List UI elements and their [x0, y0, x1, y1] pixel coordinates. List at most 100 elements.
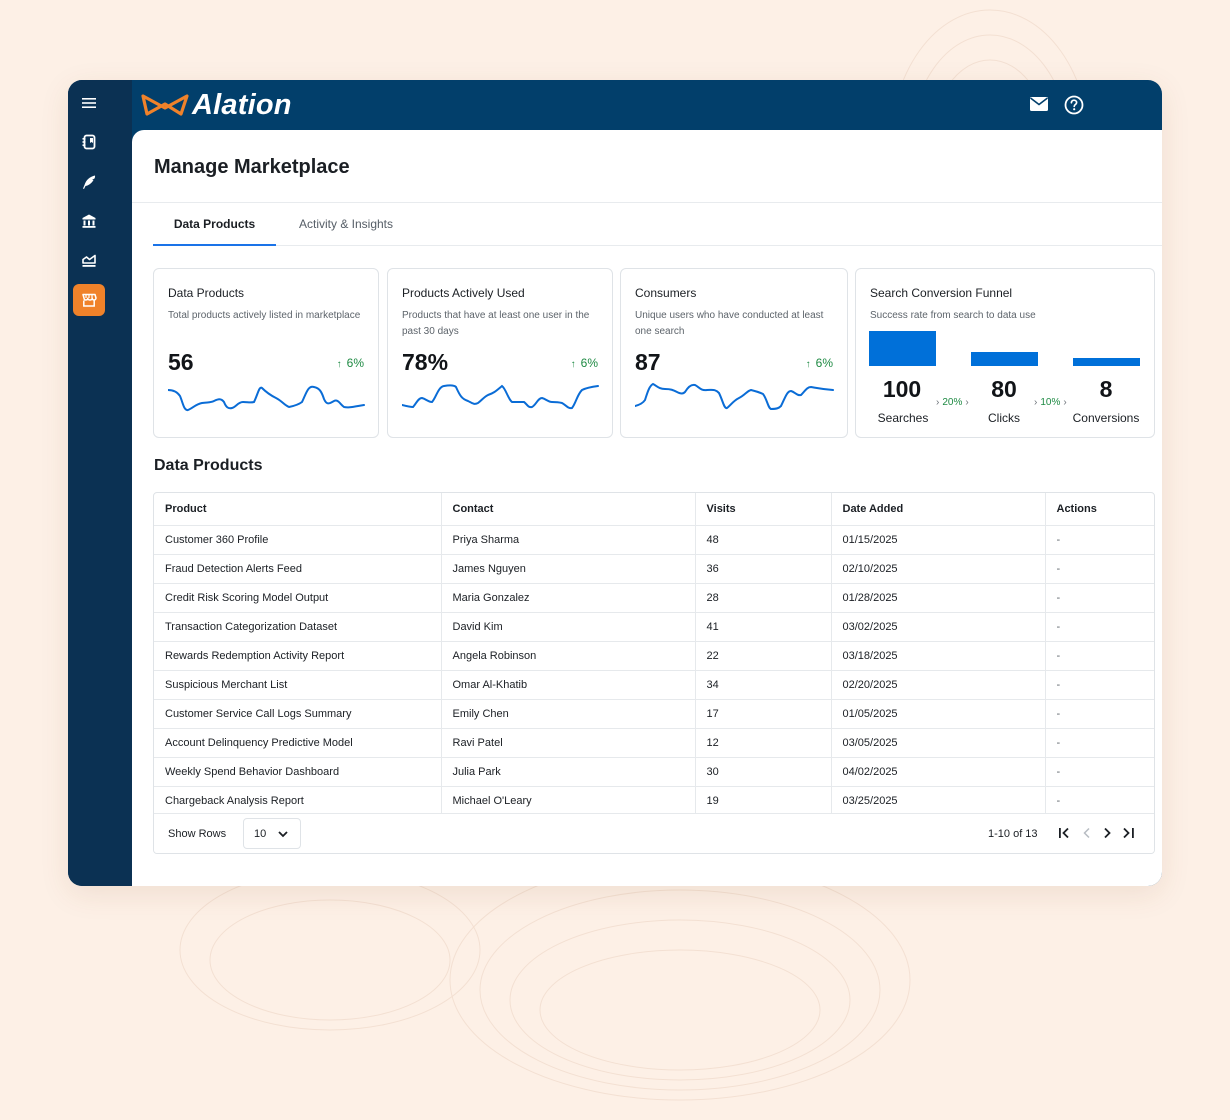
cell-actions[interactable]: -: [1045, 699, 1154, 729]
column-header-product[interactable]: Product: [154, 493, 442, 526]
cell-product: Account Delinquency Predictive Model: [154, 728, 442, 758]
arrow-up-icon: ↑: [570, 359, 576, 370]
first-page-button[interactable]: [1057, 826, 1071, 840]
table-row[interactable]: Transaction Categorization Dataset David…: [154, 612, 1154, 642]
previous-page-button[interactable]: [1079, 826, 1093, 840]
cell-visits: 17: [695, 699, 832, 729]
cell-date: 04/02/2025: [831, 757, 1046, 787]
cell-visits: 19: [695, 786, 832, 816]
cell-visits: 34: [695, 670, 832, 700]
last-page-button[interactable]: [1121, 826, 1135, 840]
funnel-bar-clicks: [971, 352, 1038, 366]
cell-actions[interactable]: -: [1045, 641, 1154, 671]
cell-contact: Angela Robinson: [441, 641, 696, 671]
funnel-rate: › 20% ›: [936, 397, 969, 408]
sparkline-chart: [402, 384, 599, 410]
cell-actions[interactable]: -: [1045, 583, 1154, 613]
table-row[interactable]: Customer 360 Profile Priya Sharma 48 01/…: [154, 525, 1154, 555]
pagination-range: 1-10 of 13: [988, 828, 1038, 840]
funnel-bar-conversions: [1073, 358, 1140, 366]
table-row[interactable]: Weekly Spend Behavior Dashboard Julia Pa…: [154, 757, 1154, 787]
help-button[interactable]: [1064, 95, 1084, 115]
column-header-date-added[interactable]: Date Added: [831, 493, 1046, 526]
sidebar-item-menu[interactable]: [73, 87, 105, 119]
rows-per-page-select[interactable]: 10: [243, 818, 301, 849]
sidebar-item-catalog[interactable]: [73, 126, 105, 158]
cell-contact: Michael O'Leary: [441, 786, 696, 816]
card-delta: ↑ 6%: [806, 356, 833, 370]
card-value: 78%: [402, 349, 449, 375]
institution-building-icon: [82, 214, 96, 228]
sidebar-item-compose[interactable]: [73, 166, 105, 198]
data-products-table: Product Contact Visits Date Added Action…: [153, 492, 1155, 854]
tab-data-products[interactable]: Data Products: [153, 202, 276, 246]
card-delta: ↑ 6%: [571, 356, 598, 370]
column-header-actions: Actions: [1045, 493, 1154, 526]
funnel-value: 8: [1099, 376, 1113, 402]
card-value: 87: [635, 349, 661, 375]
top-bar: Alation: [132, 80, 1162, 130]
cell-visits: 12: [695, 728, 832, 758]
delta-value: 6%: [580, 356, 598, 370]
main-content: Manage Marketplace Data Products Activit…: [132, 130, 1162, 886]
table-row[interactable]: Account Delinquency Predictive Model Rav…: [154, 728, 1154, 758]
funnel-value: 100: [882, 376, 922, 402]
sparkline-chart: [635, 382, 834, 411]
page-title: Manage Marketplace: [154, 156, 350, 178]
cell-actions[interactable]: -: [1045, 786, 1154, 816]
chevron-right-icon: ›: [965, 397, 969, 408]
card-title: Search Conversion Funnel: [870, 286, 1013, 300]
table-row[interactable]: Rewards Redemption Activity Report Angel…: [154, 641, 1154, 671]
card-description: Success rate from search to data use: [870, 310, 1036, 321]
sidebar-item-marketplace[interactable]: [73, 284, 105, 316]
funnel-value: 80: [991, 376, 1017, 402]
cell-actions[interactable]: -: [1045, 525, 1154, 555]
feather-compose-icon: [83, 175, 96, 189]
funnel-label: Searches: [877, 411, 929, 425]
column-header-visits[interactable]: Visits: [695, 493, 832, 526]
delta-value: 6%: [815, 356, 833, 370]
cell-actions[interactable]: -: [1045, 757, 1154, 787]
funnel-bar-searches: [869, 331, 936, 366]
table-row[interactable]: Chargeback Analysis Report Michael O'Lea…: [154, 786, 1154, 816]
cell-date: 03/05/2025: [831, 728, 1046, 758]
cell-product: Rewards Redemption Activity Report: [154, 641, 442, 671]
cell-product: Weekly Spend Behavior Dashboard: [154, 757, 442, 787]
card-title: Products Actively Used: [402, 286, 525, 300]
table-row[interactable]: Customer Service Call Logs Summary Emily…: [154, 699, 1154, 729]
cell-visits: 41: [695, 612, 832, 642]
app-window: Alation Manage Marketplace Data Products…: [68, 80, 1162, 886]
tab-activity-insights[interactable]: Activity & Insights: [298, 217, 394, 231]
arrow-up-icon: ↑: [336, 359, 342, 370]
title-divider: [132, 202, 1162, 203]
catalog-book-icon: [82, 134, 96, 150]
analytics-chart-icon: [82, 254, 96, 267]
cell-visits: 30: [695, 757, 832, 787]
cell-date: 03/02/2025: [831, 612, 1046, 642]
funnel-rate: › 10% ›: [1034, 397, 1067, 408]
cell-actions[interactable]: -: [1045, 728, 1154, 758]
table-row[interactable]: Suspicious Merchant List Omar Al-Khatib …: [154, 670, 1154, 700]
card-title: Consumers: [635, 286, 697, 300]
cell-actions[interactable]: -: [1045, 554, 1154, 584]
card-description: Total products actively listed in market…: [168, 310, 361, 321]
cell-actions[interactable]: -: [1045, 612, 1154, 642]
chevron-right-icon: ›: [1063, 397, 1067, 408]
column-header-contact[interactable]: Contact: [441, 493, 696, 526]
cell-visits: 48: [695, 525, 832, 555]
sidebar-item-analytics[interactable]: [73, 244, 105, 276]
mail-button[interactable]: [1030, 97, 1048, 111]
table-row[interactable]: Fraud Detection Alerts Feed James Nguyen…: [154, 554, 1154, 584]
cell-actions[interactable]: -: [1045, 670, 1154, 700]
section-title: Data Products: [154, 457, 263, 474]
metric-card-consumers: Consumers Unique users who have conducte…: [620, 268, 848, 438]
cell-date: 01/28/2025: [831, 583, 1046, 613]
table-row[interactable]: Credit Risk Scoring Model Output Maria G…: [154, 583, 1154, 613]
alation-logo[interactable]: Alation: [140, 90, 292, 120]
first-page-icon: [1058, 827, 1069, 839]
next-page-button[interactable]: [1100, 826, 1114, 840]
sidebar-item-institutions[interactable]: [73, 205, 105, 237]
table-header-row: Product Contact Visits Date Added Action…: [154, 493, 1154, 526]
arrow-up-icon: ↑: [805, 359, 811, 370]
cell-date: 03/25/2025: [831, 786, 1046, 816]
